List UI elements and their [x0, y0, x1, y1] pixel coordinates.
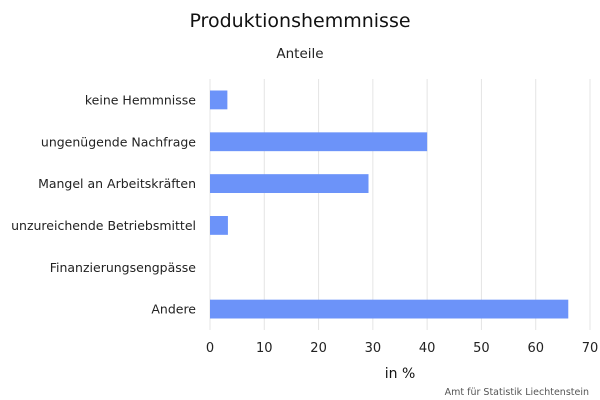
x-tick-label-4: 40 — [419, 341, 436, 356]
x-tick-label-1: 10 — [256, 341, 273, 356]
credit-text: Amt für Statistik Liechtenstein — [445, 387, 589, 398]
x-tick-label-5: 50 — [473, 341, 490, 356]
x-tick-label-0: 0 — [206, 341, 214, 356]
category-label-5: Andere — [151, 302, 196, 317]
category-label-3: unzureichende Betriebsmittel — [11, 218, 196, 233]
bars — [210, 90, 569, 319]
x-tick-labels: 0 10 20 30 40 50 60 70 — [206, 341, 598, 356]
category-label-2: Mangel an Arbeitskräften — [38, 176, 196, 191]
x-axis-title: in % — [385, 366, 416, 382]
bar-0 — [210, 90, 228, 110]
bar-3 — [210, 216, 228, 235]
chart-subtitle: Anteile — [276, 46, 323, 62]
x-tick-label-2: 20 — [310, 341, 327, 356]
category-label-1: ungenügende Nachfrage — [41, 134, 196, 149]
x-tick-label-6: 60 — [527, 341, 544, 356]
bar-5 — [210, 299, 569, 319]
x-tick-label-3: 30 — [365, 341, 382, 356]
chart-title: Produktionshemmnisse — [189, 10, 410, 32]
bar-2 — [210, 174, 369, 193]
x-tick-label-7: 70 — [582, 341, 599, 356]
category-label-0: keine Hemmnisse — [85, 92, 196, 107]
category-labels: keine Hemmnisse ungenügende Nachfrage Mang… — [11, 92, 196, 316]
gridlines — [209, 79, 591, 330]
category-label-4: Finanzierungsengpässe — [50, 260, 197, 275]
bar-1 — [210, 132, 428, 152]
